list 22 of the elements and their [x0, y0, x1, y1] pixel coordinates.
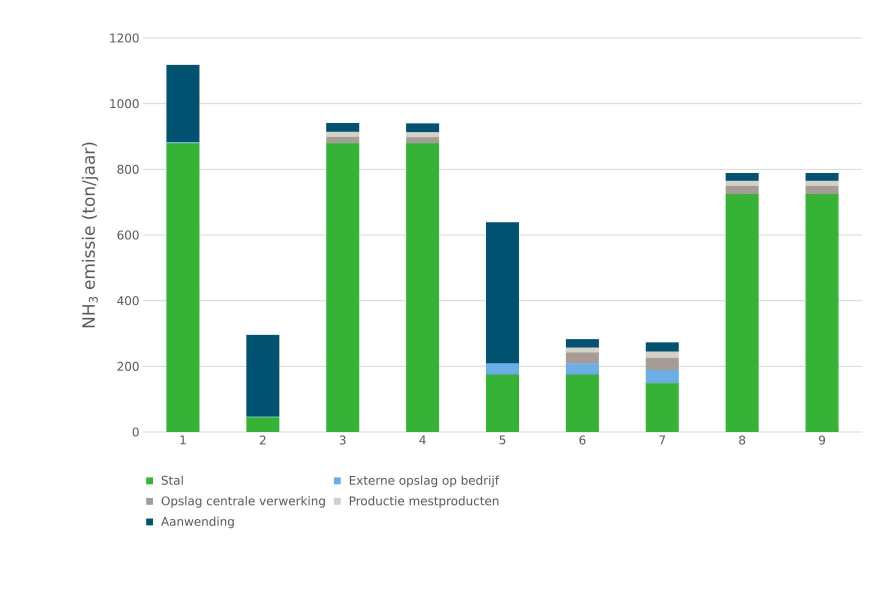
- y-tick-label: 800: [117, 164, 139, 174]
- x-tick-label: 9: [819, 436, 826, 445]
- legend-label: Productie mestproducten: [350, 496, 498, 508]
- x-tick-label: 8: [739, 436, 746, 445]
- x-tick-label: 7: [659, 436, 666, 444]
- x-tick-label: 2: [260, 436, 266, 444]
- y-tick-label: 400: [117, 296, 139, 306]
- legend-label: Aanwending: [161, 516, 234, 528]
- legend-label: Opslag centrale verwerking: [162, 496, 325, 508]
- y-tick-label: 600: [117, 230, 139, 240]
- y-tick-label: 1000: [110, 99, 139, 108]
- x-tick-label: 4: [419, 436, 426, 444]
- y-axis-title: NH$_{3}$ emissie (ton/jaar): [82, 142, 98, 328]
- y-tick-label: 0: [132, 427, 139, 437]
- x-tick-label: 1: [180, 436, 186, 444]
- y-tick-label: 200: [118, 362, 139, 371]
- y-tick-label: 1200: [110, 33, 139, 43]
- x-tick-label: 6: [579, 436, 586, 445]
- legend-label: Externe opslag op bedrijf: [350, 476, 500, 488]
- legend-label: Stal: [162, 476, 183, 485]
- x-tick-label: 5: [500, 436, 506, 444]
- x-tick-label: 3: [340, 436, 346, 445]
